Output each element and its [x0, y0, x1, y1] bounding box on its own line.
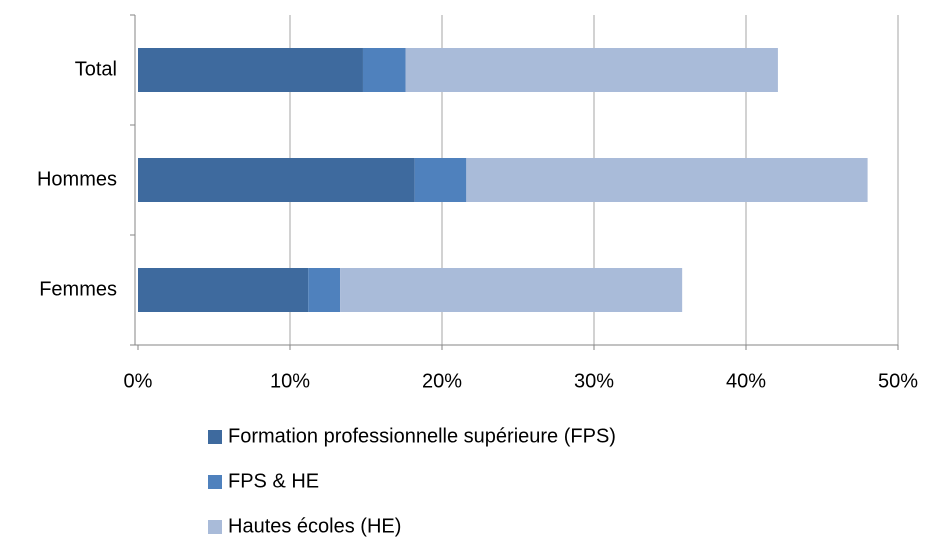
x-tick-label: 10%	[270, 370, 310, 392]
y-tick-label: Hommes	[37, 168, 117, 190]
bar	[138, 158, 415, 202]
x-tick-label: 40%	[726, 370, 766, 392]
bar	[466, 158, 868, 202]
bar	[405, 48, 778, 92]
bar	[138, 48, 363, 92]
bar	[340, 268, 683, 312]
legend-swatch	[208, 430, 222, 444]
legend-swatch	[208, 520, 222, 534]
y-tick-label: Femmes	[39, 278, 117, 300]
x-tick-label: 20%	[422, 370, 462, 392]
x-tick-label: 0%	[124, 370, 153, 392]
x-tick-label: 30%	[574, 370, 614, 392]
bar	[362, 48, 406, 92]
legend-label: Formation professionnelle supérieure (FP…	[228, 425, 616, 447]
bar	[414, 158, 467, 202]
x-tick-label: 50%	[878, 370, 918, 392]
y-tick-label: Total	[75, 58, 117, 80]
legend-label: FPS & HE	[228, 470, 319, 492]
bar	[308, 268, 341, 312]
legend-label: Hautes écoles (HE)	[228, 515, 401, 537]
bar	[138, 268, 309, 312]
legend-swatch	[208, 475, 222, 489]
